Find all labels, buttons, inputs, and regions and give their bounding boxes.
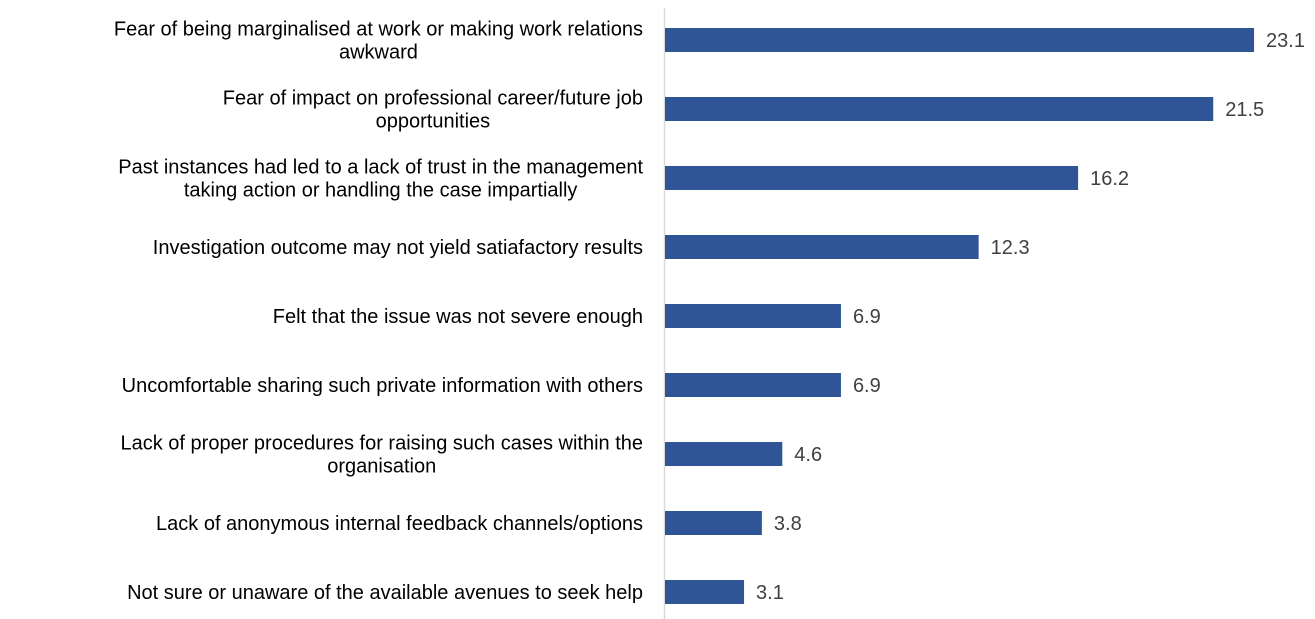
category-label-line: Fear of impact on professional career/fu… xyxy=(223,88,643,110)
category-label-line: Fear of being marginalised at work or ma… xyxy=(114,19,643,41)
category-label: Fear of impact on professional career/fu… xyxy=(223,88,643,133)
category-label-line: Felt that the issue was not severe enoug… xyxy=(273,306,643,328)
bar xyxy=(665,28,1255,52)
category-label: Investigation outcome may not yield sati… xyxy=(153,237,643,259)
data-label: 3.8 xyxy=(774,513,802,535)
category-label-line: opportunities xyxy=(376,111,491,133)
data-label: 4.6 xyxy=(794,444,822,466)
category-label: Fear of being marginalised at work or ma… xyxy=(114,19,643,64)
bar xyxy=(665,304,841,328)
category-label-line: Past instances had led to a lack of trus… xyxy=(118,157,643,179)
bar xyxy=(665,511,762,535)
category-label: Uncomfortable sharing such private infor… xyxy=(122,375,643,397)
category-label-line: Investigation outcome may not yield sati… xyxy=(153,237,643,259)
category-label: Not sure or unaware of the available ave… xyxy=(127,582,643,604)
category-label: Felt that the issue was not severe enoug… xyxy=(273,306,643,328)
category-label-line: Lack of proper procedures for raising su… xyxy=(121,433,644,455)
data-label: 12.3 xyxy=(991,237,1030,259)
bar xyxy=(665,580,745,604)
category-label-line: Uncomfortable sharing such private infor… xyxy=(122,375,643,397)
category-label: Lack of anonymous internal feedback chan… xyxy=(156,513,643,535)
category-label-line: taking action or handling the case impar… xyxy=(184,180,578,202)
category-label-line: organisation xyxy=(327,456,436,478)
data-label: 6.9 xyxy=(853,375,881,397)
category-label-line: Lack of anonymous internal feedback chan… xyxy=(156,513,643,535)
data-label: 21.5 xyxy=(1225,99,1264,121)
data-label: 16.2 xyxy=(1090,168,1129,190)
category-label: Lack of proper procedures for raising su… xyxy=(121,433,644,478)
category-label-line: Not sure or unaware of the available ave… xyxy=(127,582,643,604)
data-label: 6.9 xyxy=(853,306,881,328)
bar xyxy=(665,235,979,259)
data-label: 3.1 xyxy=(756,582,784,604)
bar xyxy=(665,442,783,466)
category-label-line: awkward xyxy=(339,42,418,64)
category-label: Past instances had led to a lack of trus… xyxy=(118,157,643,202)
bar xyxy=(665,166,1079,190)
data-label: 23.1 xyxy=(1266,30,1305,52)
bar xyxy=(665,97,1214,121)
bar xyxy=(665,373,841,397)
